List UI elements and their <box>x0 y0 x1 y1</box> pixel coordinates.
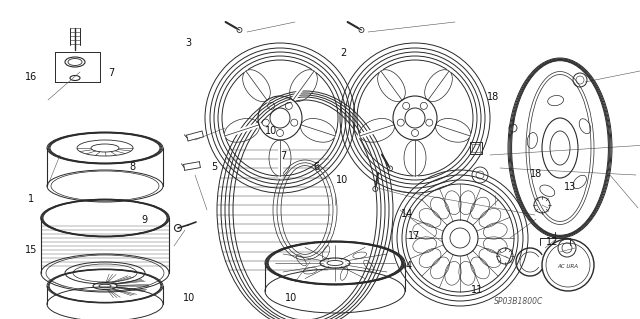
Text: 1: 1 <box>28 194 34 204</box>
Text: 8: 8 <box>129 162 136 173</box>
Text: 13: 13 <box>563 182 576 192</box>
Text: 17: 17 <box>408 231 420 241</box>
Bar <box>470 142 482 154</box>
Text: 18: 18 <box>486 92 499 102</box>
Text: 3: 3 <box>186 38 192 48</box>
Bar <box>472 144 480 152</box>
Text: 4: 4 <box>405 261 412 271</box>
Text: 10: 10 <box>336 175 349 185</box>
Text: 18: 18 <box>530 169 543 179</box>
Text: 6: 6 <box>314 162 320 173</box>
Text: 9: 9 <box>141 215 147 225</box>
Text: 5: 5 <box>211 162 218 173</box>
Text: 14: 14 <box>401 209 413 219</box>
Text: 2: 2 <box>340 48 346 58</box>
Text: 12: 12 <box>545 237 558 248</box>
Text: 7: 7 <box>108 68 115 78</box>
Text: 10: 10 <box>264 126 277 136</box>
Text: 7: 7 <box>280 151 286 161</box>
Text: SP03B1800C: SP03B1800C <box>493 297 543 306</box>
Text: AC URA: AC URA <box>557 263 579 269</box>
Text: 11: 11 <box>470 285 483 295</box>
Text: 15: 15 <box>24 245 37 256</box>
Text: 16: 16 <box>24 71 37 82</box>
Text: 10: 10 <box>182 293 195 303</box>
Text: 10: 10 <box>285 293 298 303</box>
